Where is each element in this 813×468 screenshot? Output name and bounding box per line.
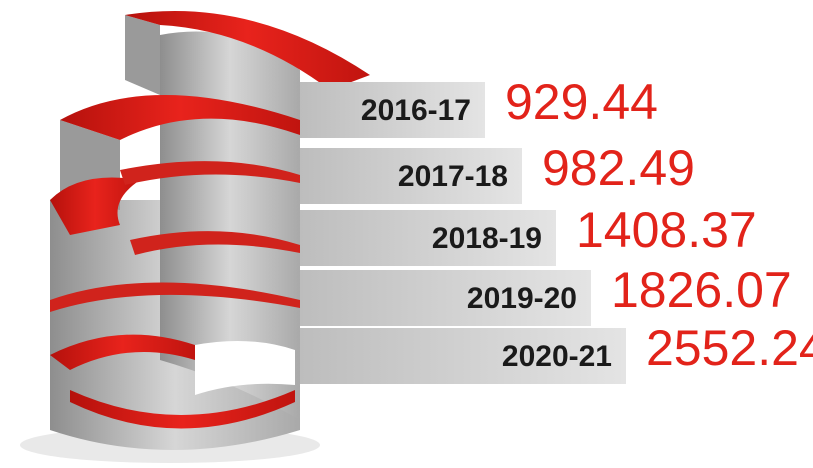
value-label: 2552.24	[646, 320, 813, 376]
category-label: 2016-17	[361, 94, 471, 127]
value-label: 1408.37	[576, 202, 757, 258]
value-label: 982.49	[542, 140, 695, 196]
value-label: 929.44	[505, 74, 658, 130]
category-label: 2020-21	[502, 340, 612, 373]
category-label: 2017-18	[398, 160, 508, 193]
category-label: 2019-20	[467, 282, 577, 315]
category-label: 2018-19	[432, 222, 542, 255]
page: 2016-17 929.44 2017-18 982.492018-19 1408.37…	[0, 0, 813, 468]
value-label: 1826.07	[611, 262, 792, 318]
ring-body	[125, 15, 160, 95]
chart: 2016-17 929.44 2017-18 982.492018-19 1408.37…	[0, 0, 813, 468]
